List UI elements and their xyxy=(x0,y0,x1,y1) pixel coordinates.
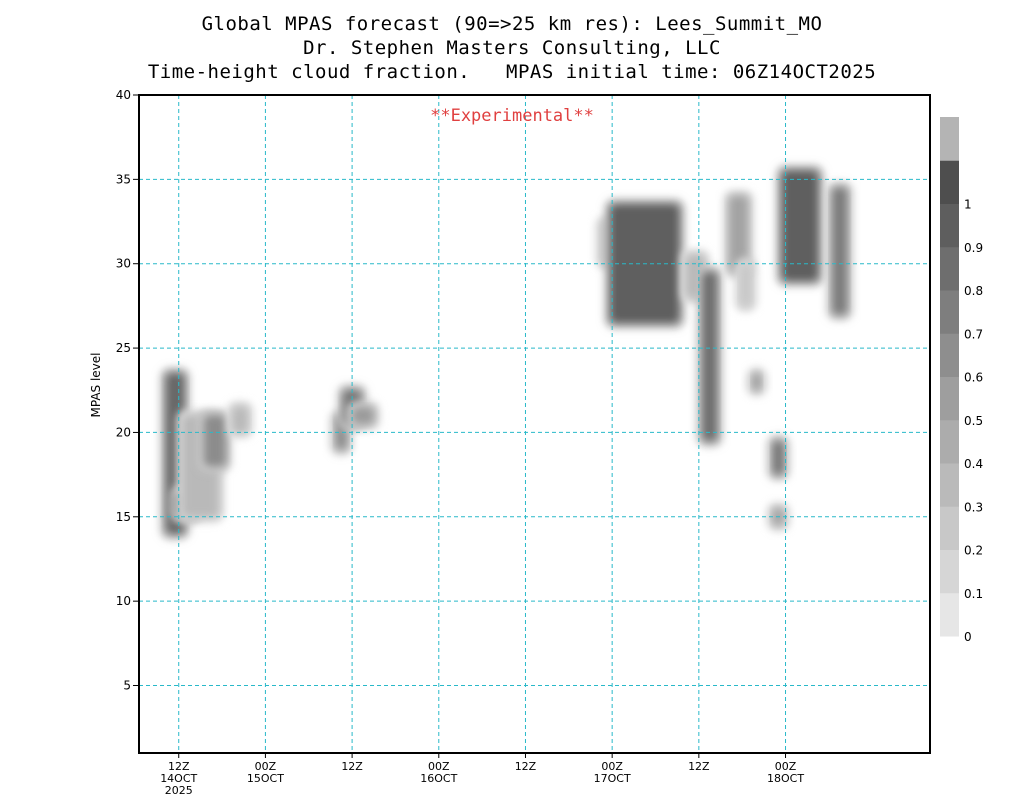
x-tick-label: 00Z xyxy=(775,760,797,773)
cloud-blob xyxy=(723,190,754,279)
colorbar-swatch xyxy=(940,463,959,507)
colorbar-swatch xyxy=(940,506,959,550)
colorbar-label: 0.4 xyxy=(964,457,983,471)
x-tick-label: 18OCT xyxy=(767,772,804,785)
x-tick-label: 16OCT xyxy=(420,772,457,785)
colorbar-swatch xyxy=(940,203,959,248)
cloud-blob xyxy=(746,367,767,397)
x-tick-label: 12Z xyxy=(341,760,363,773)
x-tick-label: 2025 xyxy=(165,784,193,797)
cloud-blob xyxy=(226,401,254,439)
cloud-blob xyxy=(198,409,232,473)
colorbar-swatch xyxy=(940,290,959,334)
colorbar-label: 0.5 xyxy=(964,414,983,428)
chart-title-line-3: Time-height cloud fraction. MPAS initial… xyxy=(147,61,877,83)
x-tick-label: 17OCT xyxy=(594,772,631,785)
colorbar-swatch xyxy=(940,246,959,291)
colorbar-label: 0.6 xyxy=(964,371,983,385)
colorbar-swatch xyxy=(940,592,959,637)
cloud-blob xyxy=(766,434,790,481)
x-tick-label: 00Z xyxy=(255,760,277,773)
grid-lines xyxy=(139,95,930,753)
cloud-blob xyxy=(826,181,853,321)
cloud-blob xyxy=(775,164,825,287)
x-tick-label: 12Z xyxy=(688,760,710,773)
colorbar-label: 0.3 xyxy=(964,500,983,514)
colorbar-swatch xyxy=(940,419,959,464)
cloud-fraction-field xyxy=(160,164,853,540)
x-tick-label: 15OCT xyxy=(247,772,284,785)
colorbar-swatch xyxy=(940,376,959,421)
colorbar: 0 0.1 0.2 0.3 0.4 0.5 0.6 0.7 0.8 0.9 1 xyxy=(940,117,983,644)
y-tick-label: 10 xyxy=(116,594,131,608)
colorbar-label: 0.1 xyxy=(964,587,983,601)
colorbar-label: 1 xyxy=(964,198,972,212)
colorbar-label: 0.8 xyxy=(964,284,983,298)
colorbar-swatch xyxy=(940,117,959,161)
x-tick-label: 12Z xyxy=(168,760,190,773)
y-axis: 5 10 15 20 25 30 35 40 xyxy=(116,88,139,693)
cloud-blob xyxy=(696,266,723,447)
cloud-blob xyxy=(346,401,380,430)
colorbar-swatch xyxy=(940,333,959,377)
x-tick-label: 14OCT xyxy=(160,772,197,785)
colorbar-label: 0.9 xyxy=(964,241,983,255)
colorbar-label: 0.7 xyxy=(964,327,983,341)
chart-title-line-1: Global MPAS forecast (90=>25 km res): Le… xyxy=(201,13,823,35)
colorbar-label: 0 xyxy=(964,630,972,644)
x-tick-label: 00Z xyxy=(601,760,623,773)
y-tick-label: 5 xyxy=(123,679,131,693)
x-tick-label: 00Z xyxy=(428,760,450,773)
colorbar-label: 0.2 xyxy=(964,544,983,558)
y-tick-label: 40 xyxy=(116,88,131,102)
colorbar-swatch xyxy=(940,549,959,594)
plot-frame xyxy=(138,94,931,754)
chart-title-line-2: Dr. Stephen Masters Consulting, LLC xyxy=(303,37,721,59)
experimental-watermark: **Experimental** xyxy=(430,106,594,126)
cloud-blob xyxy=(734,257,758,312)
y-tick-label: 15 xyxy=(116,510,131,524)
y-tick-label: 25 xyxy=(116,341,131,355)
y-tick-label: 30 xyxy=(116,257,131,271)
y-tick-label: 35 xyxy=(116,172,131,186)
colorbar-swatch xyxy=(940,160,959,204)
y-axis-label: MPAS level xyxy=(89,353,103,418)
x-tick-label: 12Z xyxy=(515,760,537,773)
y-tick-label: 20 xyxy=(116,425,131,439)
